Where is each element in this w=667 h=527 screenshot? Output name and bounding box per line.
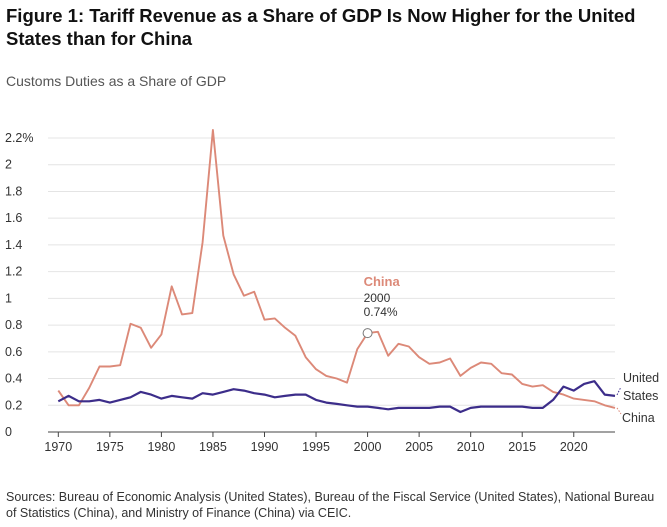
y-tick-label: 1.8 — [5, 184, 22, 198]
us-series-label: United — [623, 371, 659, 385]
x-tick-label: 1975 — [96, 440, 124, 454]
united-states-line — [57, 380, 616, 414]
china-label-leader — [616, 407, 622, 415]
y-tick-label: 1.4 — [5, 238, 22, 252]
china-series-label: China — [622, 411, 655, 425]
us-series-label: States — [623, 389, 658, 403]
china-line — [57, 129, 616, 409]
x-tick-label: 1980 — [147, 440, 175, 454]
y-tick-label: 0.6 — [5, 345, 22, 359]
annotation-marker — [362, 328, 373, 339]
y-tick-label: 0.8 — [5, 318, 22, 332]
us-label-leader — [616, 386, 622, 396]
y-tick-label: 2.2% — [5, 131, 34, 145]
x-tick-label: 1990 — [251, 440, 279, 454]
y-tick-label: 2 — [5, 158, 12, 172]
annotation-year: 2000 — [364, 291, 391, 305]
y-tick-label: 0.2 — [5, 398, 22, 412]
x-tick-label: 1985 — [199, 440, 227, 454]
x-tick-label: 2010 — [457, 440, 485, 454]
chart-subtitle: Customs Duties as a Share of GDP — [6, 73, 227, 89]
chart-title: Figure 1: Tariff Revenue as a Share of G… — [6, 4, 646, 50]
y-tick-label: 1 — [5, 291, 12, 305]
source-note: Sources: Bureau of Economic Analysis (Un… — [6, 490, 655, 520]
y-tick-label: 1.2 — [5, 265, 22, 279]
chart-title-text: Tariff Revenue as a Share of GDP Is Now … — [6, 5, 636, 49]
annotation-series: China — [364, 274, 401, 289]
y-tick-label: 0.4 — [5, 372, 22, 386]
figure-label: Figure 1: — [6, 5, 85, 26]
x-tick-label: 1970 — [44, 440, 72, 454]
x-tick-label: 1995 — [302, 440, 330, 454]
x-tick-label: 2005 — [405, 440, 433, 454]
x-tick-label: 2015 — [508, 440, 536, 454]
y-tick-label: 0 — [5, 425, 12, 439]
x-tick-label: 2020 — [560, 440, 588, 454]
annotation-value: 0.74% — [364, 305, 398, 319]
y-tick-label: 1.6 — [5, 211, 22, 225]
x-tick-label: 2000 — [354, 440, 382, 454]
